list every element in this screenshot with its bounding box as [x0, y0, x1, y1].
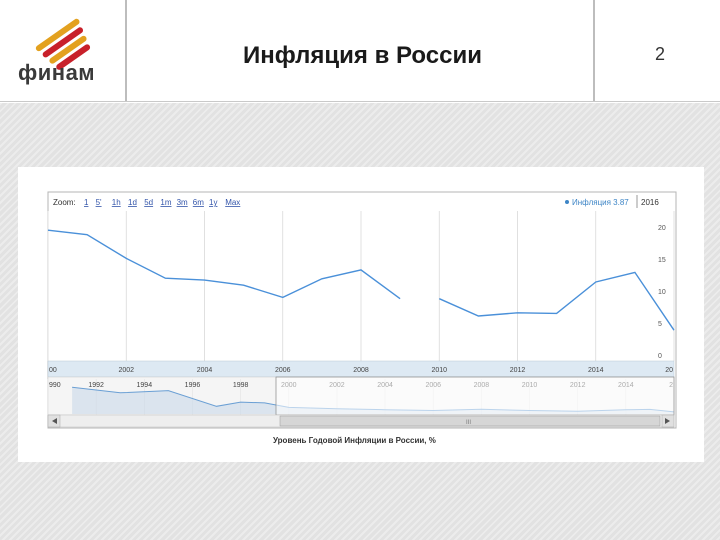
zoom-label: Zoom: — [53, 198, 76, 207]
header-divider — [593, 0, 595, 101]
x-tick-label: 20 — [665, 367, 673, 374]
zoom-option[interactable]: 6m — [193, 198, 204, 207]
slide-title: Инфляция в России — [243, 42, 482, 69]
chart-panel: Zoom: 1 5' 1h 1d 5d 1m 3m 6m 1y Max Инфляция 3.87… — [18, 167, 704, 462]
y-tick-label: 20 — [658, 225, 666, 232]
zoom-option[interactable]: 3m — [177, 198, 188, 207]
legend-marker-icon — [565, 200, 569, 204]
zoom-option[interactable]: 1d — [128, 198, 137, 207]
x-tick-label: 00 — [49, 367, 57, 374]
zoom-option[interactable]: 1h — [112, 198, 121, 207]
y-tick-label: 0 — [658, 353, 662, 360]
legend-label: Инфляция 3.87 — [572, 198, 629, 207]
x-tick-label: 2008 — [353, 367, 369, 374]
x-tick-label: 2010 — [431, 367, 447, 374]
date-readout: 2016 — [641, 198, 659, 207]
inflation-series-line — [439, 271, 675, 331]
navigator-tick-label: 1998 — [233, 382, 249, 389]
scrollbar-grip: III — [466, 420, 471, 426]
navigator-area — [72, 387, 675, 414]
slide-header: финам Инфляция в России 2 — [0, 0, 720, 103]
zoom-option[interactable]: 1 — [84, 198, 89, 207]
y-tick-label: 5 — [658, 321, 662, 328]
zoom-option[interactable]: Max — [225, 198, 240, 207]
inflation-series-line — [47, 229, 401, 300]
navigator-tick-label: 1994 — [137, 382, 153, 389]
navigator-tick-label: 1996 — [185, 382, 201, 389]
page-number: 2 — [654, 44, 665, 64]
header-divider — [125, 0, 127, 101]
finam-logo-icon — [35, 18, 91, 70]
logo-text: финам — [18, 60, 96, 85]
x-tick-label: 2012 — [510, 367, 526, 374]
zoom-option[interactable]: 1m — [160, 198, 171, 207]
scroll-left-arrow-icon — [52, 418, 57, 424]
x-tick-label: 2014 — [588, 367, 604, 374]
scroll-right-arrow-icon — [665, 418, 670, 424]
y-tick-label: 10 — [658, 289, 666, 296]
zoom-option[interactable]: 5' — [96, 198, 102, 207]
header-rule — [0, 101, 720, 102]
y-tick-label: 15 — [658, 257, 666, 264]
x-tick-label: 2006 — [275, 367, 291, 374]
x-tick-label: 2002 — [118, 367, 134, 374]
navigator-tick-label: 990 — [49, 382, 61, 389]
scrollbar-thumb[interactable] — [279, 415, 661, 427]
chart-caption: Уровень Годовой Инфляции в России, % — [273, 436, 436, 445]
zoom-option[interactable]: 1y — [209, 198, 217, 207]
inflation-chart: Zoom: 1 5' 1h 1d 5d 1m 3m 6m 1y Max Инфляция 3.87… — [47, 191, 677, 445]
x-tick-label: 2004 — [197, 367, 213, 374]
navigator-tick-label: 1992 — [88, 382, 104, 389]
zoom-option[interactable]: 5d — [144, 198, 153, 207]
navigator-window[interactable] — [275, 376, 675, 416]
